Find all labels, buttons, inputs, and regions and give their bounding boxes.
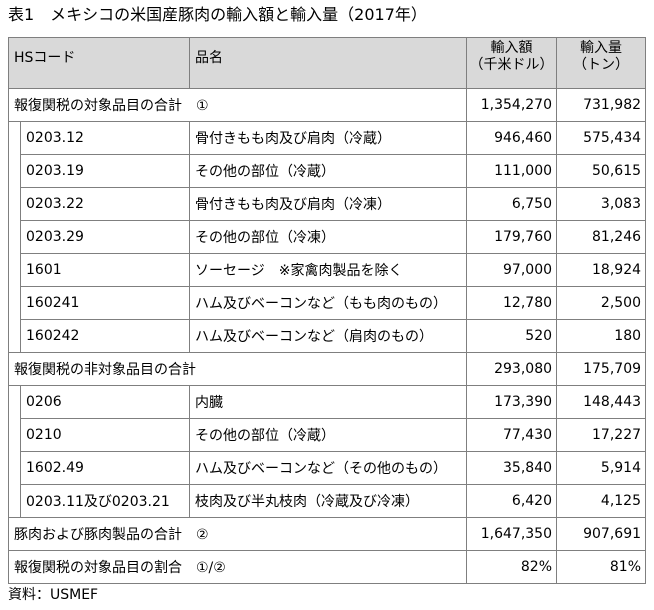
table-body: HSコード 品名 輸入額 （千米ドル） 輸入量 （トン） 報復関税の対象品目の合… xyxy=(7,37,647,584)
group-label: 報復関税の非対象品目の合計 xyxy=(7,352,468,386)
import-value-cell: 520 xyxy=(466,319,558,353)
header-import-quantity-label: 輸入量 xyxy=(580,40,623,56)
table-row: 1602.49 ハム及びベーコンなど（その他のもの） 35,840 5,914 xyxy=(8,451,647,485)
hs-code-cell: 0203.22 xyxy=(19,187,191,221)
table-row: 0203.11及び0203.21 枝肉及び半丸枝肉（冷蔵及び冷凍） 6,420 4,1… xyxy=(8,484,647,518)
group-total-row: 報復関税の非対象品目の合計 293,080 175,709 xyxy=(7,352,647,386)
ratio-row: 報復関税の対象品目の割合 ①/② 82% 81% xyxy=(7,550,647,584)
group-label: 報復関税の対象品目の合計 ① xyxy=(7,88,468,122)
import-quantity-cell: 17,227 xyxy=(556,418,647,452)
header-import-value-unit: （千米ドル） xyxy=(469,57,554,73)
grand-total-row-import-quantity: 907,691 xyxy=(556,517,647,551)
import-value-cell: 77,430 xyxy=(466,418,558,452)
table-row: 0203.29 その他の部位（冷凍） 179,760 81,246 xyxy=(8,220,647,254)
group-import-value: 1,354,270 xyxy=(466,88,558,122)
hs-code-cell: 0206 xyxy=(19,385,191,419)
product-name-cell: その他の部位（冷凍） xyxy=(189,220,468,254)
indent-cell xyxy=(8,187,21,221)
indent-cell xyxy=(8,319,21,353)
import-quantity-cell: 575,434 xyxy=(556,121,647,155)
table-row: 0210 その他の部位（冷蔵） 77,430 17,227 xyxy=(8,418,647,452)
indent-cell xyxy=(8,385,21,419)
group-import-quantity: 175,709 xyxy=(556,352,647,386)
table-row: 1601 ソーセージ ※家禽肉製品を除く 97,000 18,924 xyxy=(8,253,647,287)
grand-total-row: 豚肉および豚肉製品の合計 ② 1,647,350 907,691 xyxy=(7,517,647,551)
import-value-cell: 12,780 xyxy=(466,286,558,320)
hs-code-cell: 0203.19 xyxy=(19,154,191,188)
import-quantity-cell: 18,924 xyxy=(556,253,647,287)
import-value-cell: 35,840 xyxy=(466,451,558,485)
import-quantity-cell: 3,083 xyxy=(556,187,647,221)
pork-import-table: HSコード 品名 輸入額 （千米ドル） 輸入量 （トン） 報復関税の対象品目の合… xyxy=(7,37,647,584)
product-name-cell: 内臓 xyxy=(189,385,468,419)
indent-cell xyxy=(8,286,21,320)
import-quantity-cell: 5,914 xyxy=(556,451,647,485)
import-value-cell: 6,420 xyxy=(466,484,558,518)
table-row: 0203.19 その他の部位（冷蔵） 111,000 50,615 xyxy=(8,154,647,188)
indent-cell xyxy=(8,154,21,188)
import-value-cell: 179,760 xyxy=(466,220,558,254)
import-value-cell: 6,750 xyxy=(466,187,558,221)
table-row: 0203.12 骨付きもも肉及び肩肉（冷蔵） 946,460 575,434 xyxy=(8,121,647,155)
hs-code-cell: 1601 xyxy=(19,253,191,287)
table-row: 160242 ハム及びベーコンなど（肩肉のもの） 520 180 xyxy=(8,319,647,353)
header-product-name: 品名 xyxy=(189,37,468,89)
product-name-cell: 枝肉及び半丸枝肉（冷蔵及び冷凍） xyxy=(189,484,468,518)
ratio-row-label: 報復関税の対象品目の割合 ①/② xyxy=(7,550,468,584)
indent-cell xyxy=(8,451,21,485)
hs-code-cell: 0203.11及び0203.21 xyxy=(19,484,191,518)
header-row: HSコード 品名 輸入額 （千米ドル） 輸入量 （トン） xyxy=(7,37,647,89)
product-name-cell: 骨付きもも肉及び肩肉（冷蔵） xyxy=(189,121,468,155)
import-value-cell: 946,460 xyxy=(466,121,558,155)
ratio-row-import-quantity: 81% xyxy=(556,550,647,584)
import-value-cell: 111,000 xyxy=(466,154,558,188)
header-import-value: 輸入額 （千米ドル） xyxy=(466,37,558,89)
product-name-cell: その他の部位（冷蔵） xyxy=(189,418,468,452)
header-import-quantity-unit: （トン） xyxy=(573,57,630,73)
table-row: 0203.22 骨付きもも肉及び肩肉（冷凍） 6,750 3,083 xyxy=(8,187,647,221)
indent-cell xyxy=(8,121,21,155)
import-quantity-cell: 4,125 xyxy=(556,484,647,518)
import-value-cell: 97,000 xyxy=(466,253,558,287)
hs-code-cell: 0210 xyxy=(19,418,191,452)
hs-code-cell: 0203.12 xyxy=(19,121,191,155)
hs-code-cell: 160242 xyxy=(19,319,191,353)
group-import-quantity: 731,982 xyxy=(556,88,647,122)
table-title: 表1 メキシコの米国産豚肉の輸入額と輸入量（2017年） xyxy=(8,5,427,24)
import-quantity-cell: 180 xyxy=(556,319,647,353)
product-name-cell: 骨付きもも肉及び肩肉（冷凍） xyxy=(189,187,468,221)
product-name-cell: ハム及びベーコンなど（肩肉のもの） xyxy=(189,319,468,353)
indent-cell xyxy=(8,253,21,287)
group-import-value: 293,080 xyxy=(466,352,558,386)
header-hs-code: HSコード xyxy=(7,37,191,89)
header-import-quantity: 輸入量 （トン） xyxy=(556,37,647,89)
table-row: 160241 ハム及びベーコンなど（もも肉のもの） 12,780 2,500 xyxy=(8,286,647,320)
product-name-cell: その他の部位（冷蔵） xyxy=(189,154,468,188)
indent-cell xyxy=(8,418,21,452)
import-quantity-cell: 2,500 xyxy=(556,286,647,320)
indent-cell xyxy=(8,220,21,254)
indent-cell xyxy=(8,484,21,518)
product-name-cell: ソーセージ ※家禽肉製品を除く xyxy=(189,253,468,287)
hs-code-cell: 0203.29 xyxy=(19,220,191,254)
import-quantity-cell: 148,443 xyxy=(556,385,647,419)
hs-code-cell: 1602.49 xyxy=(19,451,191,485)
ratio-row-import-value: 82% xyxy=(466,550,558,584)
header-import-value-label: 輸入額 xyxy=(490,40,533,56)
hs-code-cell: 160241 xyxy=(19,286,191,320)
import-quantity-cell: 50,615 xyxy=(556,154,647,188)
grand-total-row-import-value: 1,647,350 xyxy=(466,517,558,551)
product-name-cell: ハム及びベーコンなど（もも肉のもの） xyxy=(189,286,468,320)
table-row: 0206 内臓 173,390 148,443 xyxy=(8,385,647,419)
grand-total-row-label: 豚肉および豚肉製品の合計 ② xyxy=(7,517,468,551)
import-value-cell: 173,390 xyxy=(466,385,558,419)
source-note: 資料：USMEF xyxy=(8,587,99,603)
group-total-row: 報復関税の対象品目の合計 ① 1,354,270 731,982 xyxy=(7,88,647,122)
import-quantity-cell: 81,246 xyxy=(556,220,647,254)
product-name-cell: ハム及びベーコンなど（その他のもの） xyxy=(189,451,468,485)
